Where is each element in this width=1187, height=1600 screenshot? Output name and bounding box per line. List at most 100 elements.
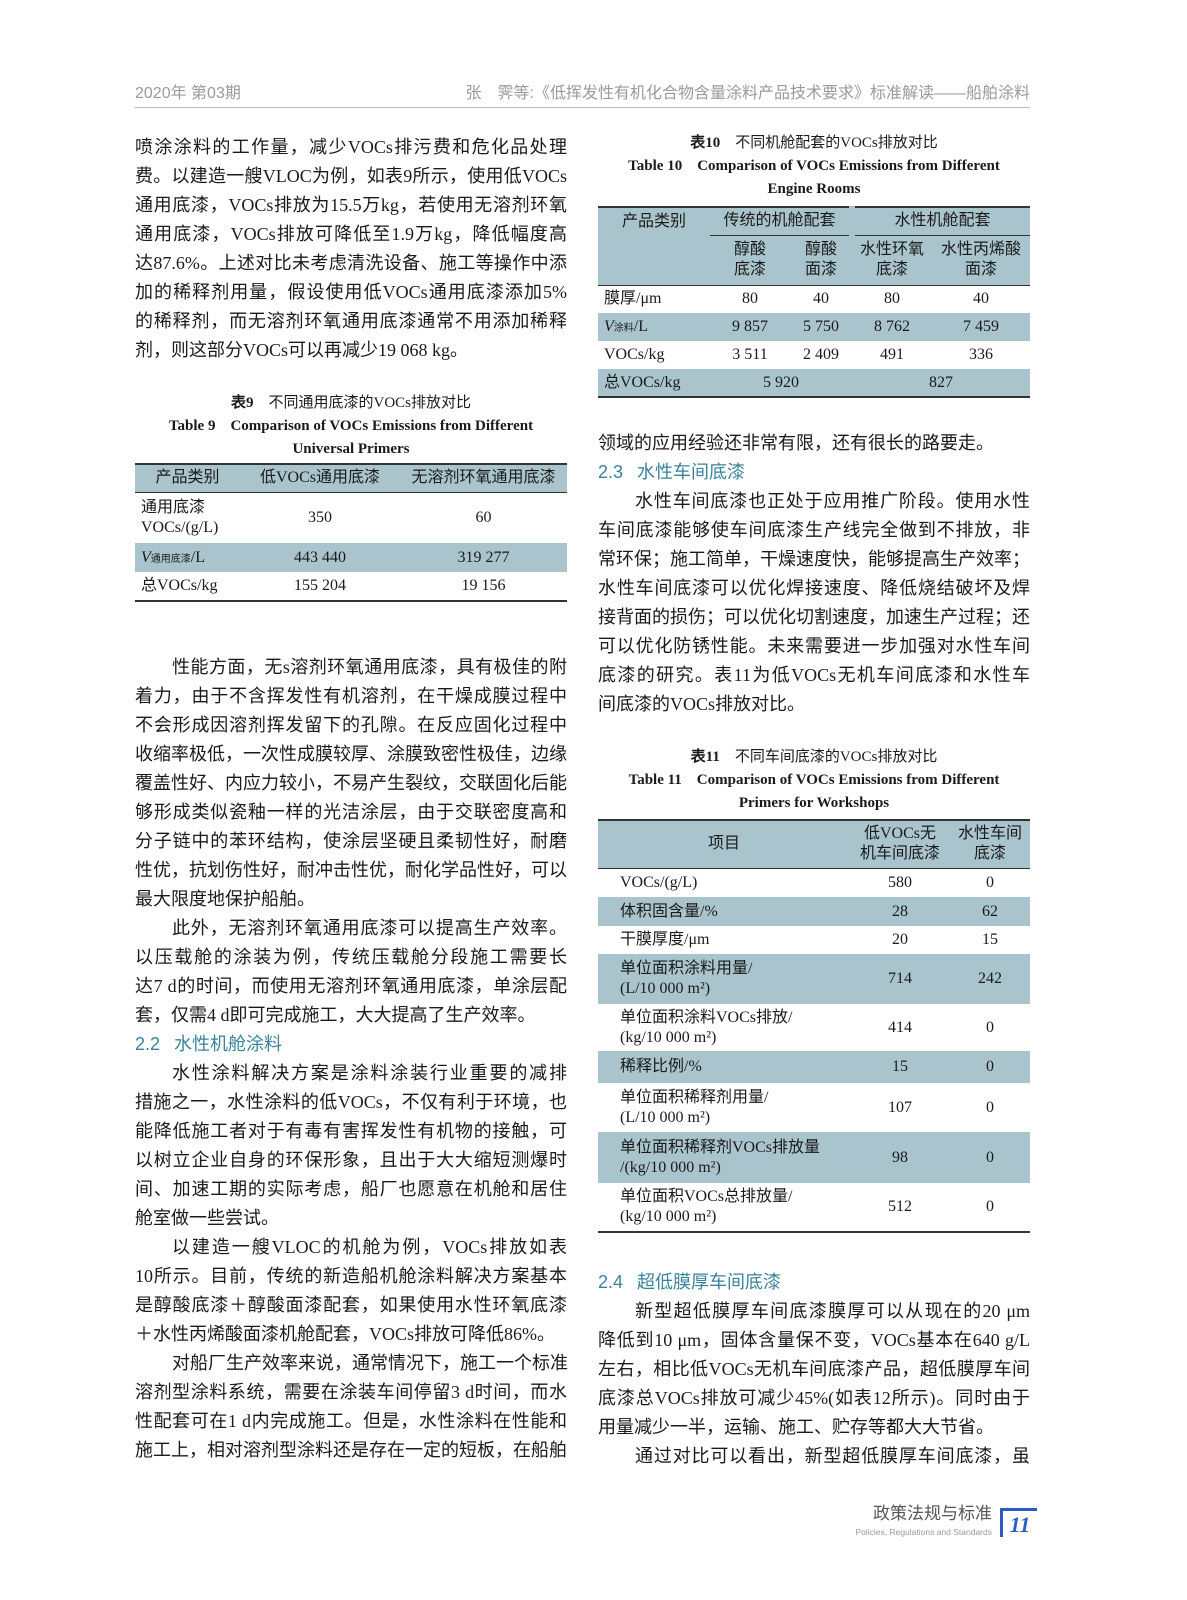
section-number: 2.2 xyxy=(135,1034,161,1054)
row-label: V xyxy=(604,318,614,335)
text-line: 分子链中的苯环结构，使涂层坚硬且柔韧性好，耐磨 xyxy=(135,831,567,851)
row-label-unit: /L xyxy=(190,548,205,566)
caption-number: 表10 xyxy=(690,135,721,151)
row-label-line: VOCs/(g/L) xyxy=(620,873,698,891)
cell: 0 xyxy=(986,1018,994,1036)
row-label: VOCs/(g/L) xyxy=(141,518,219,536)
caption-en-2: Engine Rooms xyxy=(767,181,861,197)
row-label: V xyxy=(141,548,151,566)
cell: 9 857 xyxy=(732,318,768,335)
text-line: 是醇酸底漆＋醇酸面漆配套，如果使用水性环氧底漆 xyxy=(135,1295,567,1315)
section-title: 水性车间底漆 xyxy=(637,462,746,482)
row-label: 膜厚/μm xyxy=(604,290,662,308)
table9: 产品类别 低VOCs通用底漆 无溶剂环氧通用底漆 通用底漆 VOCs/(g/L) … xyxy=(135,463,567,602)
paragraph: 水性车间底漆也正处于应用推广阶段。使用水性 车间底漆能够使车间底漆生产线完全做到不… xyxy=(598,487,1030,719)
text-line: 用量减少一半，运输、施工、贮存等都大大节省。 xyxy=(598,1417,994,1437)
text-line: 通用底漆，VOCs排放可降低至1.9万kg，降低幅度高 xyxy=(135,224,567,244)
table-row: VOCs/(g/L) 580 0 xyxy=(598,868,1030,897)
text-line: 领域的应用经验还非常有限，还有很长的路要走。 xyxy=(598,433,994,453)
row-label-unit: (kg/10 000 m²) xyxy=(620,1208,717,1225)
text-line: 水性车间底漆可以优化焊接速度、降低烧结破坏及焊 xyxy=(598,578,1030,598)
table-row: V通用底漆/L 443 440 319 277 xyxy=(135,543,567,572)
text-line: 套，仅需4 d即可完成施工，大大提高了生产效率。 xyxy=(135,1005,536,1025)
text-line: 措施之一，水性涂料的低VOCs，不仅有利于环境，也 xyxy=(135,1092,567,1112)
cell: 40 xyxy=(813,290,829,308)
table-header: 醇酸 底漆 xyxy=(733,241,766,278)
section-number: 2.3 xyxy=(598,462,624,482)
cell: 80 xyxy=(884,290,901,308)
row-label: 体积固含量/% xyxy=(598,897,850,926)
caption-zh: 不同机舱配套的VOCs排放对比 xyxy=(735,135,938,151)
cell: 28 xyxy=(892,902,908,920)
text-line: 左右，相比低VOCs无机车间底漆产品，超低膜厚车间 xyxy=(598,1359,1030,1379)
text-line: 施工上，相对溶剂型涂料还是存在一定的短板，在船舶 xyxy=(135,1440,567,1460)
caption-en-2: Primers for Workshops xyxy=(738,795,890,811)
row-label-line: 干膜厚度/μm xyxy=(620,931,710,948)
cell: 242 xyxy=(978,970,1002,987)
cell: 15 xyxy=(982,931,998,948)
cell: 20 xyxy=(892,931,908,948)
cell: 80 xyxy=(742,290,758,308)
text-line: 达7 d的时间，而使用无溶剂环氧通用底漆，单涂层配 xyxy=(135,976,567,996)
section-number: 2.4 xyxy=(598,1272,624,1292)
row-label: 总VOCs/kg xyxy=(604,373,681,391)
cell: 2 409 xyxy=(803,346,839,363)
paragraph: 水性涂料解决方案是涂料涂装行业重要的减排措施之一，水性涂料的低VOCs，不仅有利… xyxy=(135,1059,567,1233)
table-row: 单位面积VOCs总排放量/ (kg/10 000 m²) 512 0 xyxy=(598,1183,1030,1232)
cell: 0 xyxy=(986,1148,994,1166)
text-line: 底漆的研究。表11为低VOCs无机车间底漆和水性车 xyxy=(598,665,1030,685)
cell: 7 459 xyxy=(963,318,999,335)
table-header: 醇酸 面漆 xyxy=(805,241,838,278)
row-label-unit: (kg/10 000 m²) xyxy=(620,1028,717,1046)
row-label: VOCs/(g/L) xyxy=(598,868,850,897)
cell: 5 920 xyxy=(763,373,799,391)
cell: 62 xyxy=(982,902,998,920)
row-label: 稀释比例/% xyxy=(598,1051,850,1083)
row-label-sub: 涂料 xyxy=(613,323,634,334)
section-heading-2-4: 2.4 超低膜厚车间底漆 xyxy=(598,1268,1030,1297)
cell: 0 xyxy=(986,1198,994,1215)
table-header: 水性环氧 底漆 xyxy=(860,241,925,278)
caption-zh: 不同通用底漆的VOCs排放对比 xyxy=(268,395,472,411)
cell: 60 xyxy=(475,508,492,526)
row-label-sub: 通用底漆 xyxy=(150,553,191,565)
footer-section-zh: 政策法规与标准 xyxy=(873,1504,992,1523)
row-label: VOCs/kg xyxy=(604,346,665,363)
cell: 350 xyxy=(308,508,332,526)
cell: 827 xyxy=(929,373,953,391)
text-line: 最大限度地保护船舶。 xyxy=(135,889,315,909)
text-line: 常环保；施工简单，干燥速度快，能够提高生产效率； xyxy=(598,549,1030,569)
table-row: 体积固含量/% 28 62 xyxy=(598,897,1030,926)
cell: 0 xyxy=(986,873,994,891)
paragraph: 喷涂涂料的工作量，减少VOCs排污费和危化品处理 费。以建造一艘VLOC为例，如表… xyxy=(135,133,567,365)
section-title: 超低膜厚车间底漆 xyxy=(637,1272,782,1292)
row-label: 单位面积稀释剂VOCs排放量 /(kg/10 000 m²) xyxy=(598,1132,850,1183)
text-line: 性能方面，无s溶剂环氧通用底漆，具有极佳的附 xyxy=(172,657,567,677)
text-line: 达87.6%。上述对比未考虑清洗设备、施工等操作中添 xyxy=(135,253,567,273)
row-label-unit: /L xyxy=(633,318,648,335)
table-row: 膜厚/μm 80 40 80 40 xyxy=(598,285,1030,313)
text-line: 10所示。目前，传统的新造船机舱涂料解决方案基本 xyxy=(135,1266,567,1286)
table-row: VOCs/kg 3 511 2 409 491 336 xyxy=(598,341,1030,369)
footer-section-en: Policies, Regulations and Standards xyxy=(855,1527,992,1537)
text-line: 覆盖性好、内应力较小，不易产生裂纹，交联固化后能 xyxy=(135,773,567,793)
table-row: 单位面积涂料VOCs排放/ (kg/10 000 m²) 414 0 xyxy=(598,1004,1030,1051)
text-line: 剂，则这部分VOCs可以再减少19 068 kg。 xyxy=(135,340,469,360)
cell: 512 xyxy=(888,1198,912,1215)
cell: 5 750 xyxy=(803,318,839,335)
row-label-line: 单位面积涂料用量/ xyxy=(620,960,753,977)
row-label-line: 体积固含量/% xyxy=(620,902,718,920)
text-line: 可以优化防锈性能。未来需要进一步加强对水性车间 xyxy=(598,636,1030,656)
table-header: 无溶剂环氧通用底漆 xyxy=(411,469,556,487)
cell: 0 xyxy=(986,1058,994,1075)
text-line: 底漆总VOCs排放可减少45%(如表12所示)。同时由于 xyxy=(598,1388,1030,1408)
table11-caption: 表11 不同车间底漆的VOCs排放对比 Table 11 Comparison … xyxy=(598,746,1030,815)
table-header: 水性丙烯酸 面漆 xyxy=(941,241,1022,278)
text-line: 水性涂料解决方案是涂料涂装行业重要的减排 xyxy=(172,1063,567,1083)
table-header: 水性车间 底漆 xyxy=(957,825,1022,863)
row-label: 单位面积涂料VOCs排放/ (kg/10 000 m²) xyxy=(598,1004,850,1051)
section-heading-2-3: 2.3 水性车间底漆 xyxy=(598,458,1030,487)
row-label-line: 单位面积涂料VOCs排放/ xyxy=(620,1008,793,1026)
row-label-line: 单位面积VOCs总排放量/ xyxy=(620,1188,793,1205)
cell: 98 xyxy=(892,1148,908,1166)
